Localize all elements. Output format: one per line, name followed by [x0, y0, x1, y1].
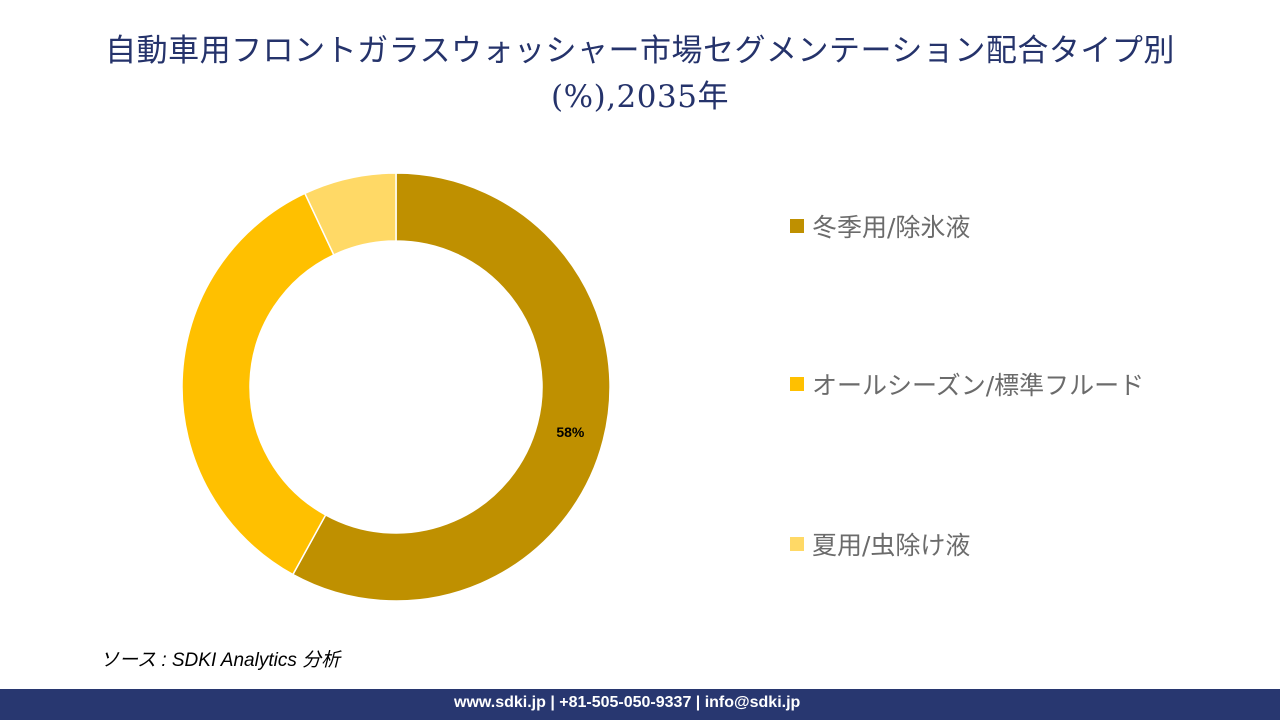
donut-slice-0: [291, 172, 611, 602]
source-note: ソース : SDKI Analytics 分析: [100, 650, 341, 671]
chart-title: 自動車用フロントガラスウォッシャー市場セグメンテーション配合タイプ別(%),20…: [105, 33, 1175, 115]
footer-contact: www.sdki.jp | +81-505-050-9337 | info@sd…: [454, 694, 801, 711]
donut-slice-1: [181, 192, 335, 576]
legend-swatch: [790, 219, 804, 233]
legend-item-all-season: オールシーズン/標準フルード: [790, 366, 1144, 402]
legend-label: 夏用/虫除け液: [812, 531, 971, 560]
legend-swatch: [790, 537, 804, 551]
data-label-0: 58%: [556, 424, 585, 440]
donut-slice-2: [303, 172, 397, 256]
legend-label: 冬季用/除氷液: [812, 213, 971, 242]
legend-label: オールシーズン/標準フルード: [812, 371, 1145, 400]
legend-swatch: [790, 377, 804, 391]
legend-item-winter: 冬季用/除氷液: [790, 208, 970, 244]
footer-bar: www.sdki.jp | +81-505-050-9337 | info@sd…: [0, 689, 1280, 720]
legend-item-summer: 夏用/虫除け液: [790, 526, 970, 562]
